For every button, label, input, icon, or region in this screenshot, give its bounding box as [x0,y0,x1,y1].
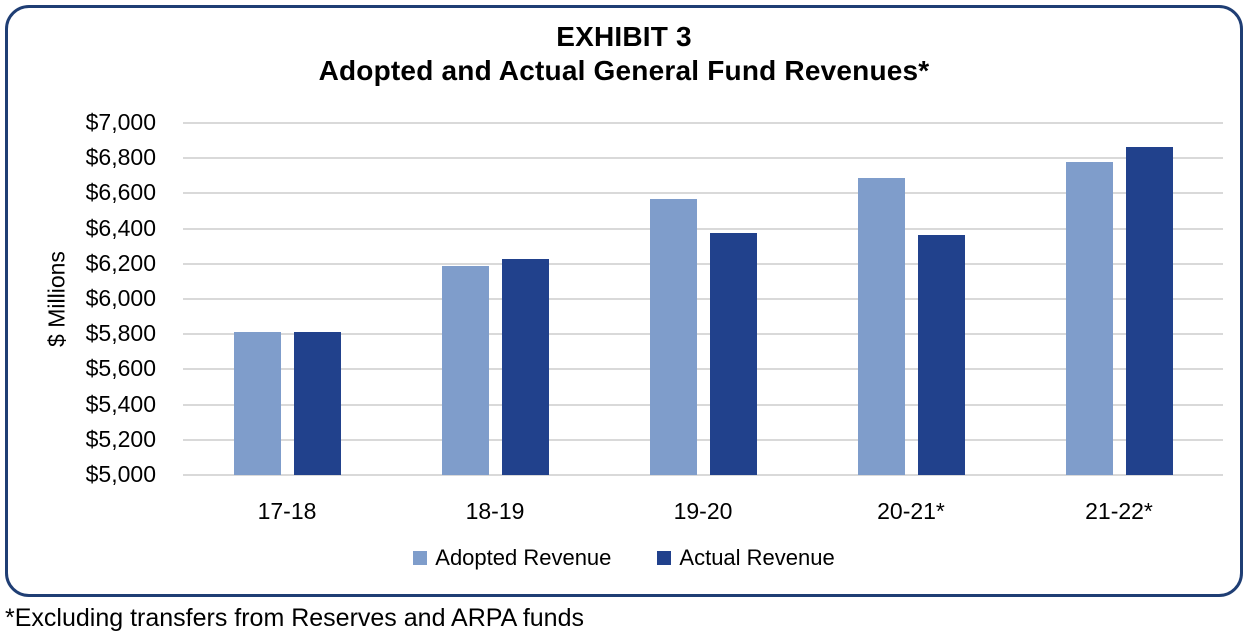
legend-swatch-icon [657,551,672,565]
xtick-20-21: 20-21* [877,498,945,524]
chart-title-block: EXHIBIT 3 Adopted and Actual General Fun… [0,20,1248,88]
legend-swatch-icon [413,551,428,565]
xtick-18-19: 18-19 [465,498,525,524]
bar-actual-revenue-21-22 [1125,146,1173,475]
ytick-5400: $5,400 [85,390,156,417]
footnote: *Excluding transfers from Reserves and A… [5,604,584,632]
gridline-6200 [183,262,1223,265]
bar-adopted-revenue-17-18 [233,331,281,475]
ytick-6200: $6,200 [85,249,156,276]
xtick-21-22: 21-22* [1085,498,1153,524]
ytick-5000: $5,000 [85,461,156,487]
ytick-6000: $6,000 [85,285,156,311]
gridline-5600 [183,368,1223,371]
gridline-5200 [183,438,1223,441]
gridline-6400 [183,227,1223,230]
legend: Adopted Revenue Actual Revenue [0,545,1248,571]
xtick-19-20: 19-20 [673,498,733,524]
bar-actual-revenue-19-20 [709,233,757,475]
bar-actual-revenue-20-21 [917,234,965,475]
bar-adopted-revenue-21-22 [1065,161,1113,475]
bar-actual-revenue-18-19 [501,258,549,475]
gridline-5800 [183,333,1223,336]
legend-label: Actual Revenue [679,545,835,570]
bar-actual-revenue-17-18 [293,332,341,475]
ytick-6600: $6,600 [85,179,156,206]
gridline-6800 [183,157,1223,160]
gridline-5000 [183,474,1223,476]
ytick-5200: $5,200 [85,425,156,452]
xtick-17-18: 17-18 [257,498,317,524]
ytick-5800: $5,800 [85,320,156,347]
gridline-7000 [183,122,1223,124]
bar-adopted-revenue-18-19 [441,266,489,475]
legend-item-adopted-revenue: Adopted Revenue [413,545,611,571]
ytick-7000: $7,000 [85,109,156,135]
legend-label: Adopted Revenue [435,545,612,570]
gridline-6000 [183,298,1223,300]
bar-adopted-revenue-19-20 [649,198,697,475]
chart-title: Adopted and Actual General Fund Revenues… [318,55,930,86]
ytick-5600: $5,600 [85,355,156,382]
ytick-6400: $6,400 [85,214,156,241]
bar-adopted-revenue-20-21 [857,178,905,475]
gridline-5400 [183,403,1223,406]
gridline-6600 [183,192,1223,195]
chart-frame [5,5,1243,597]
legend-item-actual-revenue: Actual Revenue [657,545,835,571]
ytick-6800: $6,800 [85,144,156,171]
exhibit-label: EXHIBIT 3 [556,21,692,52]
